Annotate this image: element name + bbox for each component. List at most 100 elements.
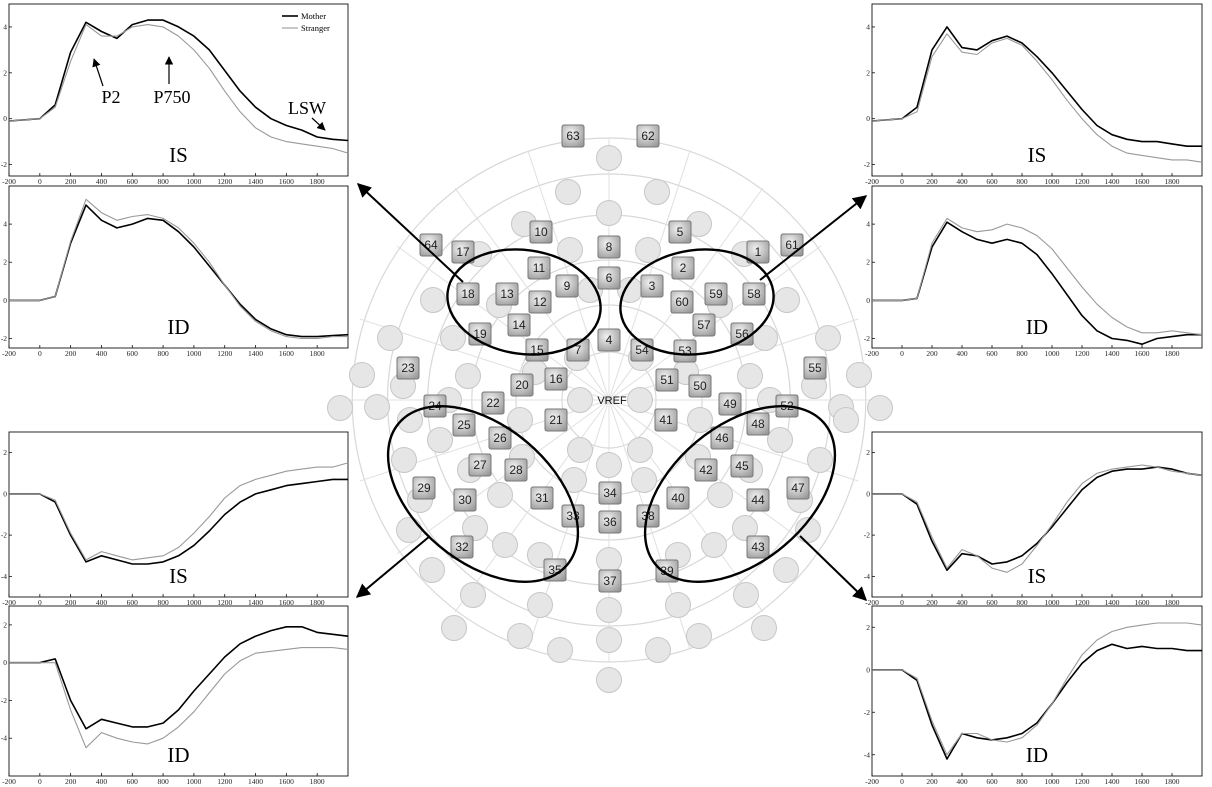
x-tick-label: 1800 [1165, 598, 1180, 607]
electrode-label: 57 [697, 318, 711, 332]
electrode-13: 13 [495, 282, 519, 306]
electrode-label: 49 [723, 397, 737, 411]
electrode-site [396, 517, 422, 543]
electrode-site [420, 287, 446, 313]
panel-frame [8, 185, 349, 349]
electrode-marker [598, 481, 622, 505]
x-tick-label: 1000 [186, 177, 201, 186]
electrode-label: 18 [461, 287, 475, 301]
y-tick-label: 0 [3, 114, 7, 123]
electrode-label: 39 [660, 564, 674, 578]
electrode-site [707, 482, 733, 508]
electrode-marker [636, 124, 660, 148]
x-tick-label: 1400 [248, 349, 263, 358]
y-tick-label: 0 [866, 114, 870, 123]
electrode-site [547, 637, 573, 663]
electrode-21: 21 [544, 408, 568, 432]
electrode-site [644, 179, 670, 205]
electrode-12: 12 [528, 290, 552, 314]
electrode-marker [468, 453, 492, 477]
stranger-line [9, 647, 349, 749]
electrode-label: 11 [533, 261, 546, 275]
p750-annotation: P750 [153, 87, 190, 107]
electrode-label: 7 [575, 343, 582, 357]
electrode-22: 22 [481, 391, 505, 415]
electrode-site [737, 363, 763, 389]
electrode-label: 8 [606, 240, 613, 254]
x-tick-label: 800 [1016, 349, 1028, 358]
x-tick-label: 200 [926, 349, 938, 358]
electrode-marker [654, 408, 678, 432]
electrode-marker [507, 313, 531, 337]
electrode-62: 62 [636, 124, 660, 148]
electrode-site [527, 592, 553, 618]
electrode-30: 30 [453, 488, 477, 512]
y-tick-label: 0 [866, 296, 870, 305]
electrode-marker [555, 274, 579, 298]
electrode-site [487, 482, 513, 508]
electrode-site [767, 427, 793, 453]
electrode-marker [746, 488, 770, 512]
electrode-38: 38 [636, 504, 660, 528]
electrode-label: 23 [401, 361, 415, 375]
x-tick-label: 400 [956, 777, 968, 786]
electrode-site [846, 362, 872, 388]
electrode-55: 55 [803, 356, 827, 380]
electrode-marker [597, 328, 621, 352]
stranger-line [8, 24, 349, 154]
electrode-marker [396, 356, 420, 380]
electrode-label: 6 [606, 271, 613, 285]
electrode-25: 25 [452, 413, 476, 437]
x-tick-label: 600 [127, 177, 139, 186]
electrode-label: 44 [751, 493, 765, 507]
electrode-site [364, 394, 390, 420]
y-tick-label: -2 [1, 696, 7, 705]
electrode-marker [566, 338, 590, 362]
mother-line [9, 478, 348, 565]
x-tick-label: 1800 [310, 177, 325, 186]
electrode-16: 16 [544, 367, 568, 391]
electrode-label: 16 [549, 372, 563, 386]
right-frontal-roi [619, 248, 775, 356]
x-tick-label: 1000 [1045, 598, 1060, 607]
left-posterior-roi [386, 404, 580, 584]
electrode-site [507, 623, 533, 649]
electrode-site [419, 557, 445, 583]
electrode-marker [694, 458, 718, 482]
electrode-marker [510, 373, 534, 397]
electrode-42: 42 [694, 458, 718, 482]
electrode-label: 4 [606, 333, 613, 347]
stranger-line [9, 198, 348, 340]
electrode-34: 34 [598, 481, 622, 505]
mother-line [9, 625, 349, 730]
electrode-label: 22 [486, 396, 500, 410]
stranger-line [872, 464, 1203, 573]
x-tick-label: 1400 [248, 177, 263, 186]
x-tick-label: -200 [865, 349, 879, 358]
electrode-label: 59 [709, 287, 723, 301]
electrode-label: 55 [808, 361, 822, 375]
electrode-label: 46 [715, 431, 729, 445]
x-tick-label: -200 [2, 177, 16, 186]
y-tick-label: -4 [1, 572, 7, 581]
y-tick-label: 0 [3, 296, 7, 305]
x-tick-label: 1200 [1075, 177, 1090, 186]
erp-panel: -2 0 2 4 -200 0 200 400 600 800 1000 1200 1400 1600 18… [1, 185, 349, 358]
electrode-marker [692, 313, 716, 337]
electrode-6: 6 [597, 266, 621, 290]
x-tick-label: 400 [956, 598, 968, 607]
y-tick-label: -2 [1, 531, 7, 540]
electrode-27: 27 [468, 453, 492, 477]
electrode-5: 5 [668, 220, 692, 244]
electrode-site [567, 387, 593, 413]
x-tick-label: 800 [1016, 177, 1028, 186]
erp-panel: -4 -2 0 2 -200 0 200 400 600 800 1000 1200 1400 1600 1… [1, 431, 349, 607]
y-tick-label: 0 [3, 489, 7, 498]
electrode-site [645, 637, 671, 663]
electrode-marker [640, 274, 664, 298]
electrode-label: 20 [515, 378, 529, 392]
y-tick-label: -2 [1, 160, 7, 169]
electrode-label: 30 [458, 493, 472, 507]
panel-frame [8, 605, 349, 777]
electrode-57: 57 [692, 313, 716, 337]
